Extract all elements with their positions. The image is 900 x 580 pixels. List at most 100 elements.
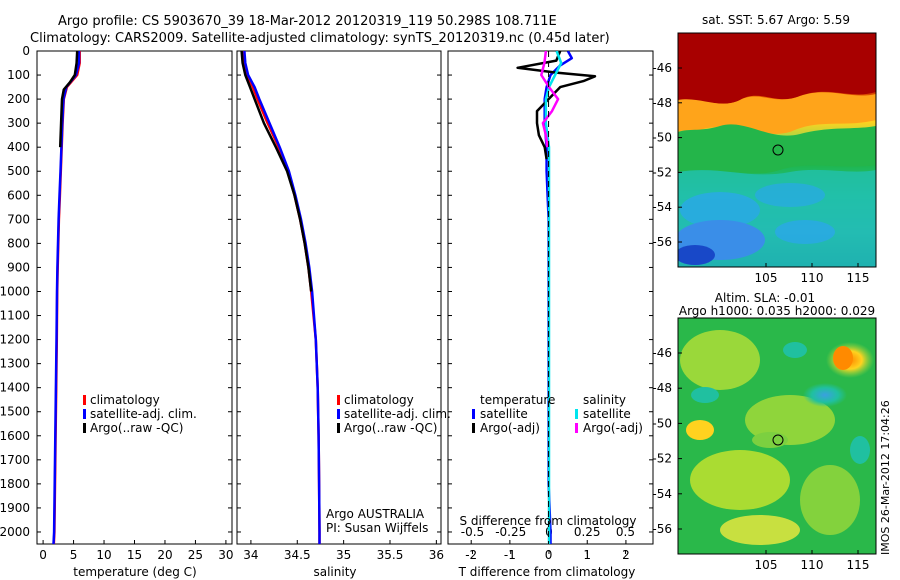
x-tick-label: -0.25	[495, 525, 526, 539]
legend-label-climatology: climatology	[344, 393, 414, 407]
sla-map-frame	[677, 317, 877, 555]
map-lat-label: -52	[652, 165, 672, 179]
depth-tick-label: 1100	[0, 309, 30, 323]
map-lat-label: -48	[652, 381, 672, 395]
legend-label-argo: Argo(..raw -QC)	[344, 421, 437, 435]
map-lat-label: -46	[652, 61, 672, 75]
imos-timestamp: IMOS 26-Mar-2012 17:04:26	[879, 400, 892, 555]
depth-tick-label: 1700	[0, 453, 30, 467]
x-tick-label: 30	[218, 548, 233, 562]
legend-swatch-t-argo	[472, 423, 475, 433]
sla-map-image	[678, 318, 876, 554]
legend-title-salinity: salinity	[583, 393, 626, 407]
map-lat-label: -48	[652, 96, 672, 110]
x-tick-label: -1	[504, 548, 516, 562]
argo-position-marker	[772, 434, 784, 446]
depth-tick-label: 1000	[0, 284, 30, 298]
difference-profiles	[516, 51, 597, 544]
legend-swatch-argo	[83, 423, 86, 433]
legend-swatch-satellite	[337, 409, 340, 419]
salinity-profiles	[240, 51, 321, 544]
depth-tick-label: 2000	[0, 525, 30, 539]
depth-tick-label: 200	[7, 92, 30, 106]
map-lon-label: 115	[847, 271, 870, 285]
depth-tick-label: 800	[7, 236, 30, 250]
x-tick-label: -2	[465, 548, 477, 562]
map-lon-label: 105	[755, 271, 778, 285]
salinity-legend: climatology satellite-adj. clim. Argo(..…	[326, 393, 451, 535]
legend-swatch-climatology	[337, 395, 340, 405]
depth-tick-label: 900	[7, 260, 30, 274]
sla-map-title1: Altim. SLA: -0.01	[715, 291, 815, 305]
float-operator-note: Argo AUSTRALIA	[326, 507, 425, 521]
series-line-satellite-adj-clim-	[52, 51, 81, 544]
difference-panel-frame	[447, 50, 654, 545]
x-tick-label: 2	[622, 548, 630, 562]
legend-label-argo: Argo(..raw -QC)	[90, 421, 183, 435]
argo-position-marker	[772, 144, 784, 156]
depth-tick-label: 1200	[0, 333, 30, 347]
depth-tick-label: 1300	[0, 357, 30, 371]
series-line-argo-raw-qc-	[58, 51, 79, 148]
map-lat-label: -56	[652, 235, 672, 249]
x-tick-label: 34.5	[284, 548, 311, 562]
series-line-argo-adj-	[516, 51, 597, 160]
legend-swatch-climatology	[83, 395, 86, 405]
depth-tick-label: 300	[7, 116, 30, 130]
temperature-panel-frame	[36, 50, 233, 545]
depth-axis: 0 100 200 300 400 500 600 700 800 900 1000 1100 1200…	[0, 44, 653, 539]
sst-map-axes: -46 -48 -50 -52 -54 -56 105 110 115	[652, 61, 869, 285]
x-tick-label: 35.5	[377, 548, 404, 562]
map-lon-label: 110	[801, 271, 824, 285]
x-tick-label: 10	[96, 548, 111, 562]
depth-tick-label: 1900	[0, 501, 30, 515]
x-tick-label: 15	[127, 548, 142, 562]
map-lon-label: 105	[755, 558, 778, 572]
legend-swatch-t-satellite	[472, 409, 475, 419]
depth-tick-label: 400	[7, 140, 30, 154]
x-tick-label: 20	[157, 548, 172, 562]
temperature-x-axis: 0 5 10 15 20 25 30	[39, 540, 234, 562]
legend-swatch-s-satellite	[575, 409, 578, 419]
x-tick-label: 5	[70, 548, 78, 562]
legend-label-satellite: satellite-adj. clim.	[344, 407, 451, 421]
map-lat-label: -52	[652, 452, 672, 466]
sst-map-image	[678, 33, 876, 267]
t-difference-xlabel: T difference from climatology	[458, 565, 636, 579]
series-line-satellite	[544, 51, 563, 544]
map-lat-label: -50	[652, 416, 672, 430]
x-tick-label: -0.5	[461, 525, 484, 539]
sst-map-frame	[677, 32, 877, 268]
legend-label-t-satellite: satellite	[480, 407, 528, 421]
sla-map-title2: Argo h1000: 0.035 h2000: 0.029	[679, 304, 875, 318]
temperature-legend: climatology satellite-adj. clim. Argo(..…	[83, 393, 197, 435]
salinity-x-axis: 34 34.5 35 35.5 36	[243, 540, 444, 562]
x-tick-label: 0.5	[616, 525, 635, 539]
salinity-xlabel: salinity	[313, 565, 356, 579]
header-line1: Argo profile: CS 5903670_39 18-Mar-2012 …	[58, 14, 557, 29]
legend-swatch-s-argo	[575, 423, 578, 433]
map-lat-label: -54	[652, 487, 672, 501]
depth-tick-label: 500	[7, 164, 30, 178]
map-lat-label: -50	[652, 131, 672, 145]
series-line-climatology	[242, 51, 321, 544]
x-tick-label: 0	[39, 548, 47, 562]
x-tick-label: 25	[188, 548, 203, 562]
map-lat-label: -54	[652, 200, 672, 214]
float-pi-note: PI: Susan Wijffels	[326, 521, 428, 535]
series-line-argo-raw-qc-	[240, 51, 313, 292]
map-lon-label: 115	[847, 558, 870, 572]
t-difference-x-axis: -2 -1 0 1 2	[465, 540, 630, 562]
legend-label-climatology: climatology	[90, 393, 160, 407]
legend-swatch-argo	[337, 423, 340, 433]
sla-map-axes: -46 -48 -50 -52 -54 -56 105 110 115	[652, 346, 869, 572]
map-lon-label: 110	[801, 558, 824, 572]
depth-tick-label: 600	[7, 188, 30, 202]
sst-map-title: sat. SST: 5.67 Argo: 5.59	[702, 13, 850, 27]
depth-tick-label: 1500	[0, 405, 30, 419]
x-tick-label: 34	[243, 548, 258, 562]
legend-title-temperature: temperature	[480, 393, 555, 407]
difference-legend: temperature salinity satellite Argo(-adj…	[472, 393, 643, 435]
